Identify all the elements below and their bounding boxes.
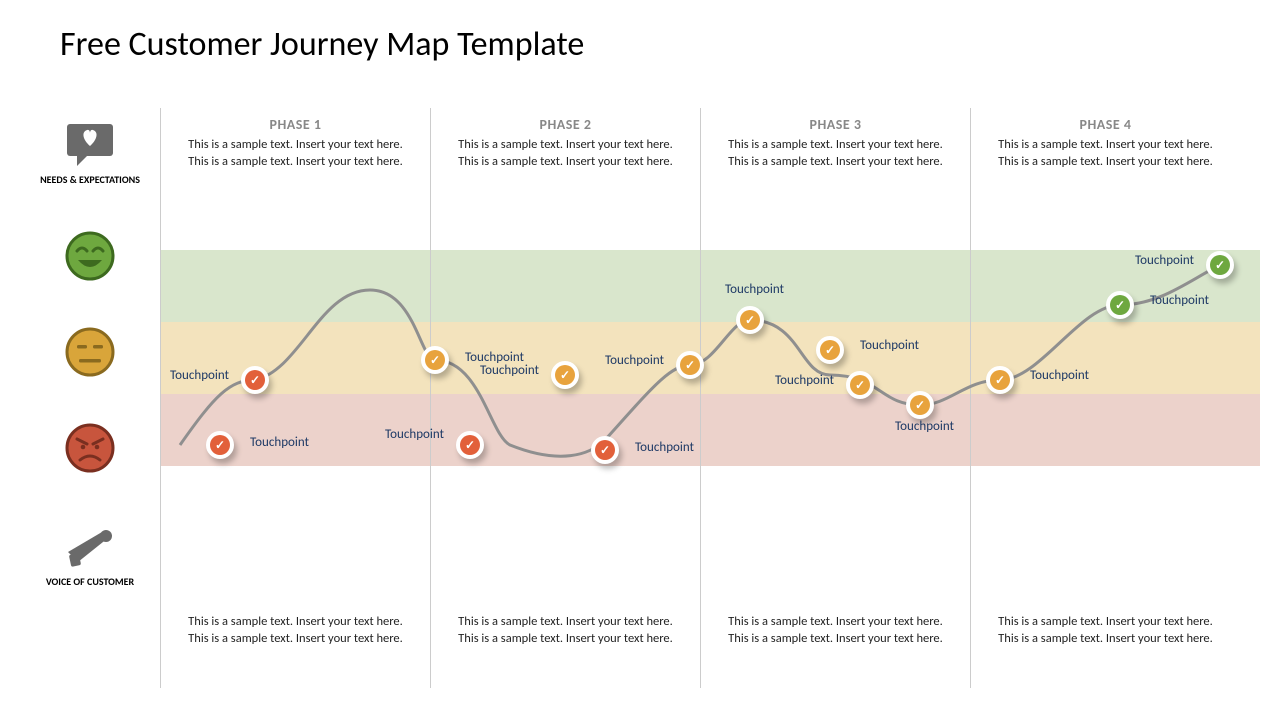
check-icon: ✓: [210, 435, 230, 455]
phase-3-header: PHASE 3 This is a sample text. Insert yo…: [701, 108, 970, 175]
phase-1-title: PHASE 1: [185, 116, 406, 133]
touchpoint-dot: ✓: [421, 346, 449, 374]
touchpoint-label: Touchpoint: [250, 435, 309, 450]
happy-face-icon: [64, 230, 116, 282]
speech-heart-icon: [63, 120, 117, 170]
row-angry: [30, 422, 150, 504]
phase-2-header: PHASE 2 This is a sample text. Insert yo…: [431, 108, 700, 175]
touchpoint-label: Touchpoint: [860, 338, 919, 353]
row-needs-label: NEEDS & EXPECTATIONS: [40, 174, 140, 186]
touchpoint-label: Touchpoint: [775, 373, 834, 388]
angry-face-icon: [64, 422, 116, 474]
check-icon: ✓: [910, 395, 930, 415]
row-voice-label: VOICE OF CUSTOMER: [46, 576, 134, 588]
phase-3-desc: This is a sample text. Insert your text …: [725, 137, 946, 171]
touchpoint-label: Touchpoint: [1150, 293, 1209, 308]
phase-4-title: PHASE 4: [995, 116, 1216, 133]
check-icon: ✓: [245, 370, 265, 390]
row-needs: NEEDS & EXPECTATIONS: [30, 120, 150, 210]
check-icon: ✓: [425, 350, 445, 370]
phase-3-footer: This is a sample text. Insert your text …: [701, 614, 970, 648]
touchpoint-label: Touchpoint: [170, 368, 229, 383]
touchpoint-dot: ✓: [676, 351, 704, 379]
phase-1-desc: This is a sample text. Insert your text …: [185, 137, 406, 171]
touchpoint-dot: ✓: [456, 431, 484, 459]
touchpoint-label: Touchpoint: [1135, 253, 1194, 268]
phase-4-header: PHASE 4 This is a sample text. Insert yo…: [971, 108, 1240, 175]
touchpoint-label: Touchpoint: [605, 353, 664, 368]
phase-2-title: PHASE 2: [455, 116, 676, 133]
neutral-face-icon: [64, 326, 116, 378]
touchpoint-dot: ✓: [591, 436, 619, 464]
row-voice: VOICE OF CUSTOMER: [30, 524, 150, 614]
touchpoint-dot: ✓: [241, 366, 269, 394]
touchpoint-dot: ✓: [551, 361, 579, 389]
row-happy: [30, 230, 150, 312]
check-icon: ✓: [990, 370, 1010, 390]
row-neutral: [30, 326, 150, 408]
touchpoint-label: Touchpoint: [895, 419, 954, 434]
check-icon: ✓: [555, 365, 575, 385]
check-icon: ✓: [460, 435, 480, 455]
touchpoint-dot: ✓: [816, 336, 844, 364]
check-icon: ✓: [850, 375, 870, 395]
phase-3-title: PHASE 3: [725, 116, 946, 133]
touchpoint-label: Touchpoint: [635, 440, 694, 455]
touchpoint-label: Touchpoint: [480, 363, 539, 378]
check-icon: ✓: [820, 340, 840, 360]
page-title: Free Customer Journey Map Template: [60, 24, 584, 65]
check-icon: ✓: [680, 355, 700, 375]
touchpoint-dot: ✓: [1106, 291, 1134, 319]
phase-2-desc: This is a sample text. Insert your text …: [455, 137, 676, 171]
phase-4-desc: This is a sample text. Insert your text …: [995, 137, 1216, 171]
touchpoint-dot: ✓: [736, 306, 764, 334]
touchpoint-dot: ✓: [846, 371, 874, 399]
touchpoint-label: Touchpoint: [385, 427, 444, 442]
phase-1-footer: This is a sample text. Insert your text …: [161, 614, 430, 648]
phase-4-footer: This is a sample text. Insert your text …: [971, 614, 1240, 648]
check-icon: ✓: [1110, 295, 1130, 315]
touchpoint-dot: ✓: [206, 431, 234, 459]
phase-1-header: PHASE 1 This is a sample text. Insert yo…: [161, 108, 430, 175]
touchpoints-layer: ✓ Touchpoint ✓ Touchpoint ✓ Touchpoint ✓ Touchp…: [160, 250, 1260, 490]
phase-2-footer: This is a sample text. Insert your text …: [431, 614, 700, 648]
touchpoint-dot: ✓: [906, 391, 934, 419]
touchpoint-label: Touchpoint: [725, 282, 784, 297]
check-icon: ✓: [595, 440, 615, 460]
touchpoint-dot: ✓: [986, 366, 1014, 394]
touchpoint-dot: ✓: [1206, 251, 1234, 279]
touchpoint-label: Touchpoint: [1030, 368, 1089, 383]
megaphone-icon: [62, 524, 118, 572]
check-icon: ✓: [740, 310, 760, 330]
left-icon-column: NEEDS & EXPECTATIONS: [30, 120, 150, 628]
check-icon: ✓: [1210, 255, 1230, 275]
